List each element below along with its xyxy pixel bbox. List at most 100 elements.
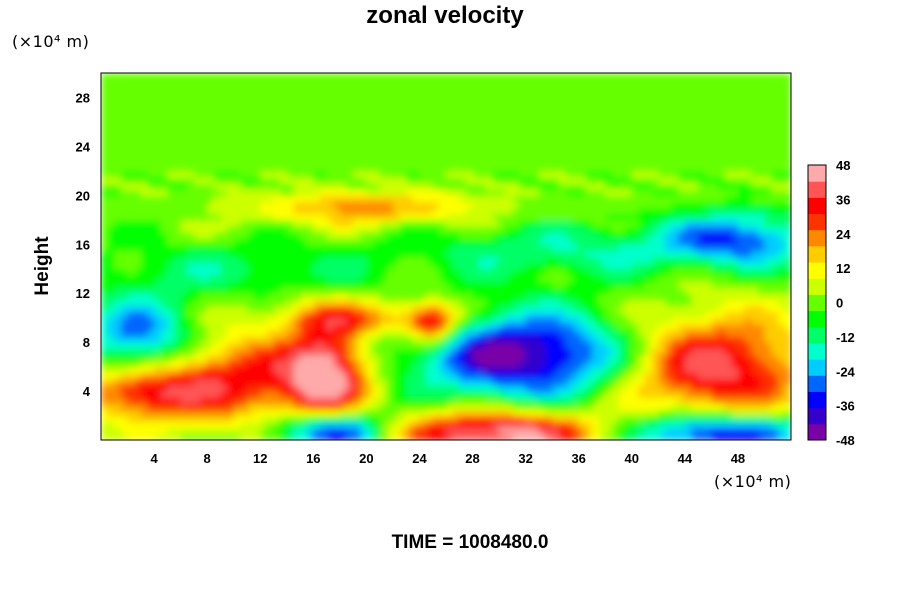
field-cell	[167, 397, 175, 404]
field-cell	[552, 360, 560, 368]
field-cell	[572, 287, 580, 294]
field-cell	[618, 164, 626, 172]
field-cell	[134, 329, 142, 337]
field-cell	[154, 134, 162, 141]
field-cell	[200, 128, 208, 135]
field-cell	[645, 280, 653, 288]
field-cell	[173, 274, 182, 282]
field-cell	[193, 293, 202, 300]
field-cell	[406, 354, 414, 362]
field-cell	[412, 189, 421, 196]
field-cell	[432, 378, 440, 386]
field-cell	[406, 274, 414, 282]
field-cell	[392, 238, 401, 245]
field-cell	[293, 421, 301, 429]
field-cell	[366, 201, 374, 209]
field-cell	[273, 232, 281, 239]
field-cell	[525, 250, 533, 258]
field-cell	[147, 397, 155, 404]
field-cell	[585, 176, 593, 184]
field-cell	[319, 140, 328, 147]
field-cell	[598, 121, 606, 129]
field-cell	[313, 354, 321, 362]
field-cell	[392, 409, 401, 417]
field-cell	[154, 128, 162, 135]
field-cell	[439, 97, 447, 105]
field-cell	[386, 183, 394, 190]
field-cell	[233, 354, 241, 362]
field-cell	[154, 280, 162, 288]
field-cell	[313, 274, 321, 282]
field-cell	[645, 415, 653, 423]
field-cell	[399, 427, 407, 435]
field-cell	[154, 372, 162, 380]
field-cell	[386, 427, 394, 435]
field-cell	[499, 433, 507, 440]
field-cell	[293, 164, 301, 172]
field-cell	[392, 225, 401, 233]
field-cell	[140, 427, 149, 435]
field-cell	[532, 342, 540, 349]
field-cell	[419, 274, 427, 282]
field-cell	[134, 391, 142, 398]
field-cell	[127, 146, 135, 154]
field-cell	[499, 421, 507, 429]
field-cell	[585, 427, 593, 435]
field-cell	[266, 170, 275, 178]
field-cell	[479, 427, 487, 435]
field-cell	[412, 134, 421, 141]
field-cell	[465, 268, 474, 276]
field-cell	[180, 238, 188, 245]
field-cell	[419, 238, 427, 245]
field-cell	[578, 256, 586, 264]
field-cell	[319, 293, 328, 300]
field-cell	[193, 73, 202, 80]
field-cell	[280, 164, 288, 172]
field-cell	[525, 115, 533, 123]
field-cell	[452, 158, 460, 166]
field-cell	[260, 109, 268, 117]
field-cell	[446, 280, 454, 288]
field-cell	[293, 305, 301, 313]
field-cell	[180, 232, 188, 239]
field-cell	[107, 421, 115, 429]
field-cell	[459, 268, 467, 276]
field-cell	[280, 287, 288, 294]
field-cell	[193, 121, 202, 129]
field-cell	[359, 348, 367, 355]
field-cell	[492, 342, 500, 349]
field-cell	[565, 268, 573, 276]
field-cell	[107, 268, 115, 276]
field-cell	[147, 170, 155, 178]
field-cell	[618, 342, 626, 349]
field-cell	[339, 280, 348, 288]
field-cell	[432, 293, 440, 300]
field-cell	[645, 225, 653, 233]
field-cell	[598, 213, 606, 221]
field-cell	[392, 170, 401, 178]
field-cell	[280, 213, 288, 221]
field-cell	[525, 293, 533, 300]
field-cell	[545, 293, 553, 300]
field-cell	[459, 85, 467, 92]
field-cell	[134, 384, 142, 392]
field-cell	[134, 73, 142, 80]
field-cell	[353, 152, 361, 160]
field-cell	[286, 140, 295, 147]
field-cell	[134, 134, 142, 141]
field-cell	[319, 427, 328, 435]
field-cell	[552, 128, 560, 135]
field-cell	[373, 195, 381, 203]
field-cell	[366, 427, 374, 435]
field-cell	[266, 164, 275, 172]
field-cell	[499, 336, 507, 343]
field-cell	[300, 305, 308, 313]
field-cell	[459, 336, 467, 343]
field-cell	[446, 158, 454, 166]
field-cell	[120, 103, 129, 111]
field-cell	[346, 115, 354, 123]
field-cell	[412, 183, 421, 190]
field-cell	[227, 329, 235, 337]
field-cell	[266, 213, 275, 221]
field-cell	[107, 213, 115, 221]
